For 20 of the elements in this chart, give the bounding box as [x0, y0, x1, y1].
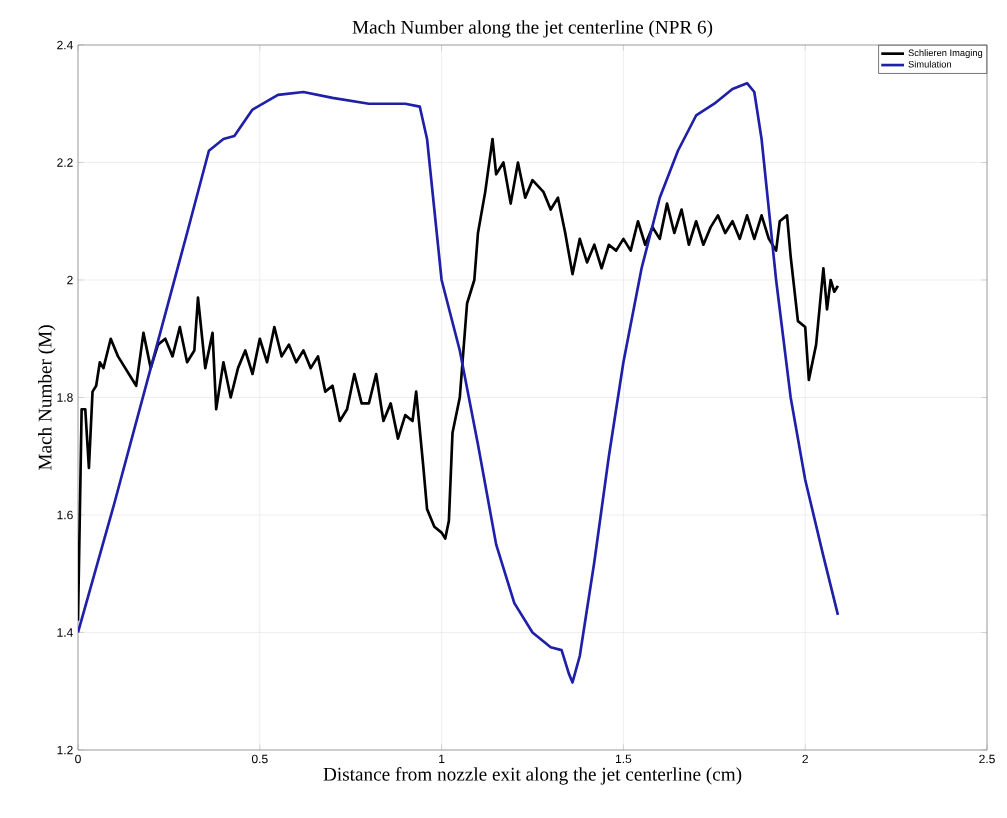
- y-tick-label: 1.2: [57, 745, 73, 755]
- y-tick-label: 1.6: [57, 510, 73, 520]
- x-tick-label: 0.5: [251, 754, 268, 764]
- y-tick-label: 2: [67, 275, 73, 285]
- line-series: [78, 137, 840, 623]
- x-tick-label: 2.5: [979, 754, 995, 764]
- y-axis-title: Mach Number (M): [38, 325, 56, 470]
- y-tick-label: 1.8: [57, 393, 73, 402]
- y-tick-label: 2.4: [57, 40, 73, 50]
- chart-title: Mach Number along the jet centerline (NPR 6): [352, 20, 713, 38]
- x-tick-label: 1: [439, 754, 445, 763]
- line-series: [78, 81, 840, 684]
- legend-label: Simulation: [908, 60, 951, 68]
- x-tick-label: 1.5: [615, 754, 632, 764]
- y-tick-label: 2.2: [57, 158, 73, 167]
- y-tick-label: 1.4: [57, 628, 73, 637]
- x-tick-label: 2: [802, 754, 808, 764]
- x-axis-title: Distance from nozzle exit along the jet centerline (cm): [323, 767, 742, 785]
- legend-label: Schlieren Imaging: [908, 49, 983, 58]
- x-tick-label: 0: [75, 754, 81, 764]
